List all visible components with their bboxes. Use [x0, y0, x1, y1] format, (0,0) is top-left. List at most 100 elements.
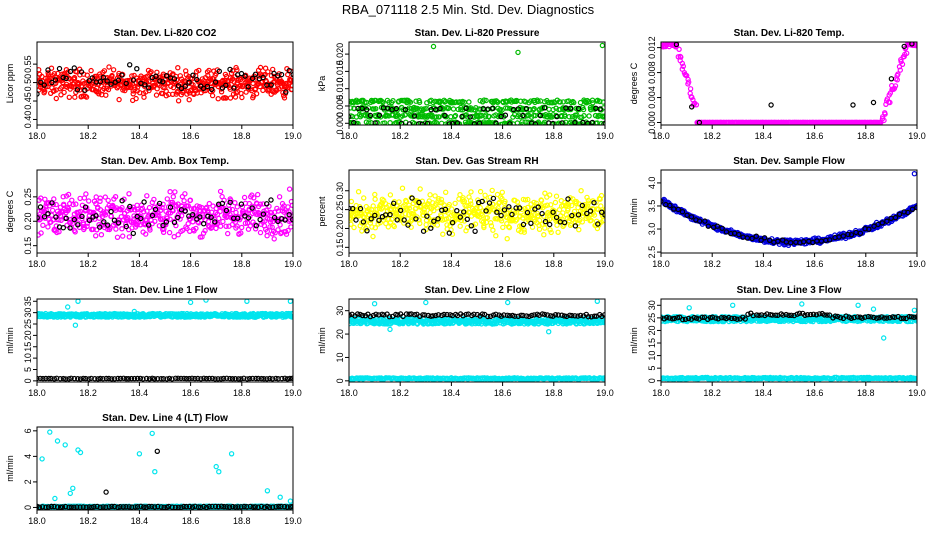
data-point-boxtemp-1-58 — [249, 205, 255, 211]
data-point-rh-0-121 — [406, 202, 412, 208]
x-tick-label-boxtemp-2: 18.4 — [131, 259, 149, 269]
panel-title-line1: Stan. Dev. Line 1 Flow — [113, 285, 218, 296]
data-point-co2-1-59 — [252, 71, 259, 78]
data-point-boxtemp-0-397 — [229, 206, 236, 213]
data-point-pressure-0-513 — [580, 106, 587, 113]
x-tick-label-line2-2: 18.4 — [443, 388, 461, 398]
data-point-line1-1-23 — [100, 376, 106, 382]
data-point-co2-1-51 — [223, 82, 229, 89]
data-point-rh-1-26 — [442, 206, 449, 213]
data-point-rh-1-6 — [368, 216, 374, 222]
panel-title-line2: Stan. Dev. Line 2 Flow — [425, 285, 530, 296]
data-point-boxtemp-0-268 — [166, 229, 173, 236]
data-point-boxtemp-0-265 — [164, 196, 170, 202]
data-point-boxtemp-0-71 — [69, 197, 75, 203]
data-point-co2-0-499 — [280, 89, 286, 96]
data-point-co2-0-23 — [45, 70, 51, 76]
data-point-boxtemp-0-269 — [167, 188, 173, 195]
y-tick-label-rh-3: 0.30 — [335, 182, 345, 200]
x-tick-label-line1-1: 18.2 — [79, 388, 97, 398]
data-point-line1-1-12 — [68, 375, 74, 381]
panel-boxtemp: Stan. Dev. Amb. Box Temp.18.0 18.2 18.4 18.… — [5, 156, 302, 269]
data-point-line2-2-74 — [548, 313, 554, 319]
data-point-pressure-1-14 — [406, 121, 413, 125]
data-point-pressure-0-460 — [557, 99, 563, 105]
data-point-co2-1-55 — [238, 70, 245, 77]
x-tick-label-co2-2: 18.4 — [131, 131, 149, 141]
data-point-co2-0-393 — [227, 95, 234, 101]
data-point-boxtemp-0-421 — [241, 194, 248, 201]
y-tick-label-line1-0: 0 — [23, 378, 33, 383]
data-point-rh-1-16 — [405, 222, 411, 228]
data-point-boxtemp-1-62 — [264, 201, 270, 207]
data-point-boxtemp-0-322 — [193, 225, 199, 232]
data-point-boxtemp-1-18 — [101, 219, 107, 225]
x-tick-label-rh-1: 18.2 — [391, 259, 409, 269]
data-point-pressure-0-297 — [482, 121, 488, 125]
data-point-boxtemp-1-64 — [271, 214, 278, 221]
data-point-rh-0-288 — [488, 219, 494, 226]
data-point-line1-1-80 — [264, 376, 270, 382]
data-point-temp-1-3 — [768, 102, 774, 108]
data-point-pressure-1-34 — [493, 120, 499, 125]
data-point-rh-0-457 — [571, 208, 578, 215]
data-point-rh-0-500 — [593, 199, 599, 206]
data-point-sampleflow-1-51 — [879, 220, 886, 226]
data-point-line1-1-50 — [178, 375, 184, 382]
data-point-sampleflow-1-43 — [845, 231, 851, 238]
data-point-rh-0-354 — [521, 227, 527, 233]
data-point-pressure-1-48 — [554, 113, 560, 120]
data-point-rh-1-66 — [591, 199, 597, 206]
data-point-pressure-1-50 — [563, 105, 569, 111]
y-tick-label-pressure-0: 0.000 — [335, 112, 345, 135]
data-point-co2-0-199 — [132, 84, 138, 90]
data-point-temp-1-8 — [909, 42, 915, 47]
data-point-line1-1-67 — [227, 375, 233, 382]
data-point-sampleflow-1-4 — [675, 206, 682, 213]
data-point-line2-2-52 — [487, 313, 494, 319]
x-tick-label-pressure-2: 18.4 — [443, 131, 461, 141]
data-point-co2-0-285 — [175, 88, 181, 95]
data-point-rh-0-396 — [542, 225, 548, 231]
data-point-line1-2-1 — [72, 322, 79, 328]
data-point-rh-0-297 — [493, 232, 499, 239]
data-point-pressure-1-47 — [550, 120, 556, 125]
data-point-pressure-0-71 — [379, 98, 385, 105]
data-point-co2-0-453 — [257, 64, 264, 71]
points-boxtemp — [37, 186, 293, 242]
y-tick-label-line1-1: 5 — [23, 367, 33, 372]
data-point-sampleflow-1-5 — [679, 208, 686, 215]
data-point-co2-0-242 — [153, 92, 160, 98]
data-point-pressure-1-15 — [411, 113, 418, 119]
data-point-pressure-0-551 — [598, 120, 605, 125]
x-tick-label-line2-5: 19.0 — [596, 388, 614, 398]
data-point-boxtemp-0-89 — [77, 208, 84, 215]
data-point-line1-1-74 — [246, 375, 253, 382]
data-point-temp-0-35 — [685, 76, 691, 83]
data-point-co2-1-11 — [74, 87, 81, 93]
data-point-boxtemp-0-159 — [112, 193, 119, 200]
data-point-rh-0-424 — [555, 229, 561, 235]
data-point-sampleflow-1-7 — [688, 214, 695, 220]
data-point-boxtemp-1-17 — [96, 224, 103, 230]
data-point-rh-1-44 — [509, 211, 515, 218]
data-point-boxtemp-1-16 — [93, 213, 99, 219]
x-tick-label-pressure-3: 18.6 — [494, 131, 512, 141]
data-point-co2-0-65 — [66, 94, 73, 101]
x-tick-label-co2-5: 19.0 — [284, 131, 302, 141]
data-point-pressure-1-12 — [398, 120, 405, 125]
data-point-rh-1-34 — [472, 228, 478, 234]
data-point-line2-2-76 — [552, 312, 559, 318]
data-point-pressure-1-26 — [459, 113, 465, 120]
data-point-rh-0-472 — [579, 219, 586, 225]
data-point-pressure-0-243 — [458, 106, 464, 113]
data-point-line2-2-11 — [376, 312, 382, 318]
data-point-line2-2-66 — [526, 313, 532, 320]
data-point-rh-0-266 — [477, 204, 483, 211]
data-point-pressure-0-547 — [597, 98, 603, 105]
points-temp — [661, 42, 917, 125]
x-tick-label-rh-5: 19.0 — [596, 259, 614, 269]
y-tick-label-pressure-3: 0.015 — [335, 60, 345, 83]
data-point-rh-1-5 — [364, 228, 370, 234]
data-point-line1-1-13 — [71, 375, 78, 382]
